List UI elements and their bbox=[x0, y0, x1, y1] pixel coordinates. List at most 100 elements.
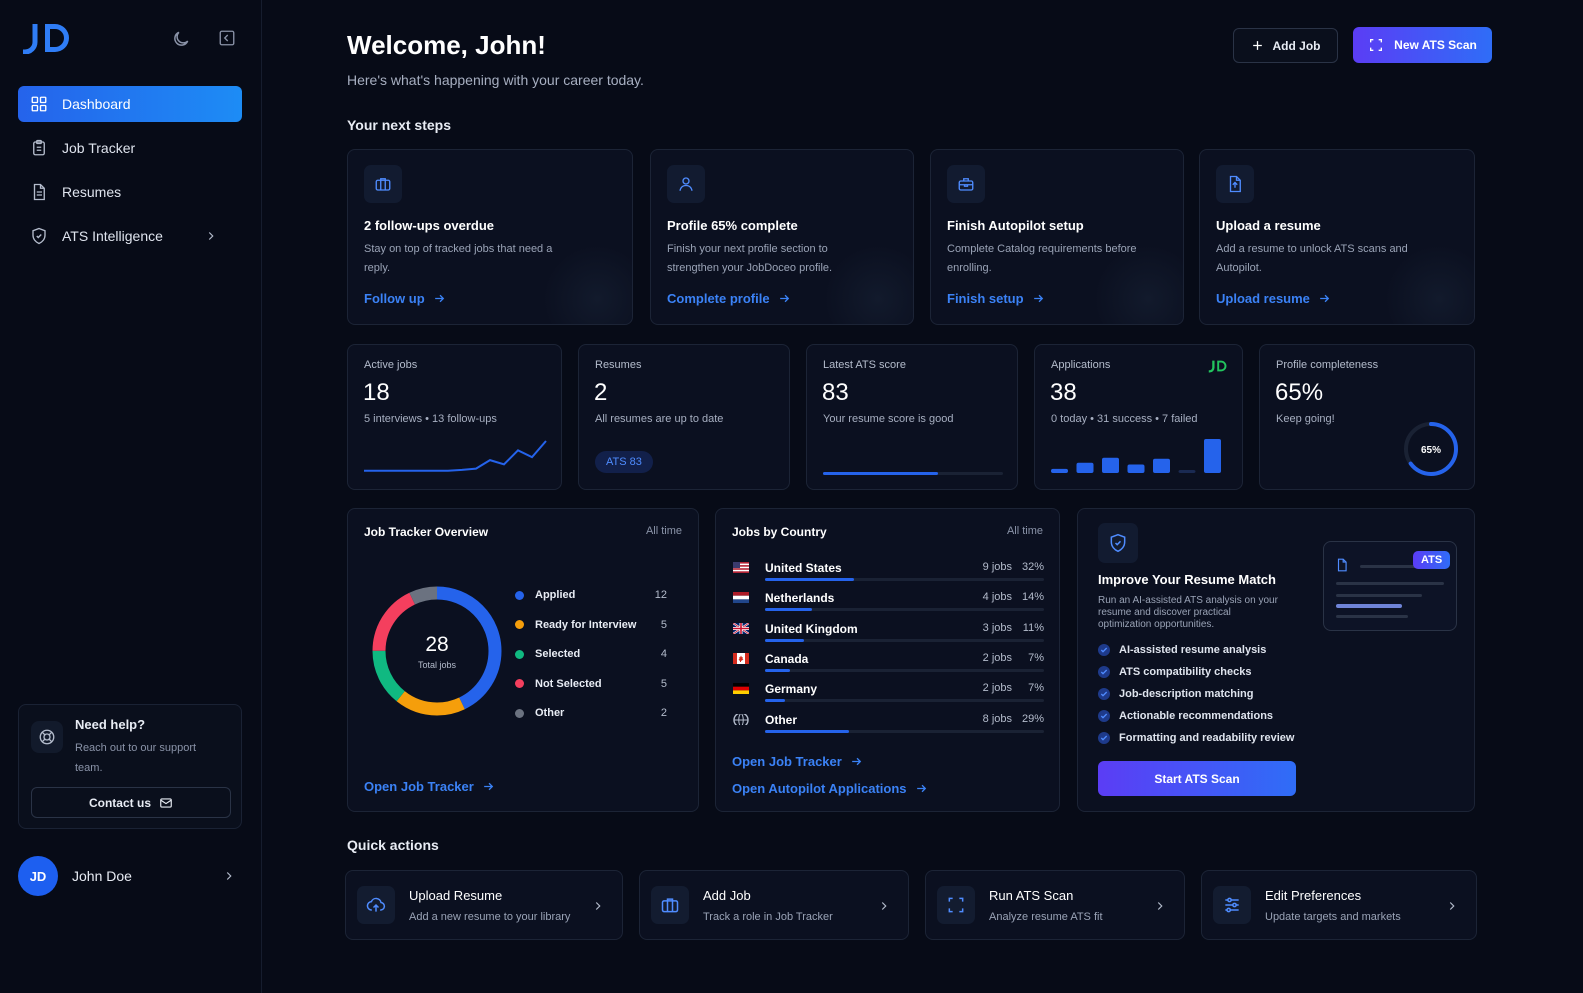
stat-card-resumes[interactable]: Resumes 2 All resumes are up to date ATS… bbox=[578, 344, 790, 490]
chevron-right-icon bbox=[208, 232, 214, 240]
check-icon bbox=[1098, 710, 1110, 722]
country-share-track bbox=[765, 638, 1044, 642]
country-job-count: 2 jobs bbox=[982, 682, 1012, 695]
stat-card-active-jobs[interactable]: Active jobs 18 5 interviews • 13 follow-… bbox=[347, 344, 562, 490]
sidebar-item-dashboard[interactable]: Dashboard bbox=[18, 86, 242, 122]
avatar: JD bbox=[18, 856, 58, 896]
sidebar-item-label: Dashboard bbox=[62, 96, 131, 112]
range-filter[interactable]: All time bbox=[645, 525, 682, 537]
quick-action-edit-preferences[interactable]: Edit Preferences Update targets and mark… bbox=[1201, 870, 1477, 940]
arrow-right-icon bbox=[1320, 294, 1330, 303]
country-share-bar bbox=[765, 608, 813, 612]
sidebar-item-job-tracker[interactable]: Job Tracker bbox=[18, 130, 242, 166]
quick-action-add-job[interactable]: Add Job Track a role in Job Tracker bbox=[639, 870, 909, 940]
stat-sub: Your resume score is good bbox=[823, 413, 954, 425]
start-ats-scan-button[interactable]: Start ATS Scan bbox=[1098, 761, 1296, 796]
trend-sparkline bbox=[364, 440, 547, 472]
help-card: Need help? Reach out to our support team… bbox=[18, 704, 242, 829]
ca-flag bbox=[733, 652, 749, 664]
add-job-button[interactable]: Add Job bbox=[1233, 28, 1338, 63]
arrow-right-icon bbox=[916, 784, 926, 793]
country-percent: 29% bbox=[1021, 712, 1044, 725]
page-subtitle: Here's what's happening with your career… bbox=[347, 72, 644, 88]
feature-label: Job-description matching bbox=[1119, 688, 1254, 700]
legend-value: 5 bbox=[660, 677, 667, 690]
sidebar-nav: Dashboard Job Tracker Resumes ATS Intell… bbox=[18, 86, 242, 262]
sidebar: Dashboard Job Tracker Resumes ATS Intell… bbox=[0, 0, 262, 993]
ats-badge: ATS 83 bbox=[595, 451, 653, 473]
next-steps-title: Your next steps bbox=[347, 117, 451, 133]
range-filter[interactable]: All time bbox=[1006, 525, 1043, 537]
donut-total-label: Total jobs bbox=[417, 660, 457, 670]
stat-label: Applications bbox=[1051, 359, 1111, 371]
step-title: 2 follow-ups overdue bbox=[364, 218, 495, 233]
step-text: Complete Catalog requirements before enro… bbox=[947, 243, 1137, 274]
country-percent: 11% bbox=[1022, 621, 1044, 634]
collapse-sidebar-icon[interactable] bbox=[218, 29, 236, 52]
finish-setup-link[interactable]: Finish setup bbox=[947, 291, 1045, 306]
ats-promo-title: Improve Your Resume Match bbox=[1098, 572, 1276, 587]
country-share-bar bbox=[765, 729, 849, 733]
check-icon bbox=[1098, 688, 1110, 700]
feature-item: Job-description matching bbox=[1098, 688, 1253, 700]
complete-profile-link[interactable]: Complete profile bbox=[667, 291, 791, 306]
stat-value: 38 bbox=[1050, 379, 1077, 406]
sidebar-item-ats-intelligence[interactable]: ATS Intelligence bbox=[18, 218, 242, 254]
country-share-bar bbox=[765, 638, 805, 642]
country-share-bar bbox=[765, 578, 855, 581]
stat-card-profile[interactable]: Profile completeness 65% Keep going! 65% bbox=[1259, 344, 1475, 490]
moon-icon[interactable] bbox=[171, 29, 191, 54]
donut-segment bbox=[372, 586, 502, 716]
country-percent: 14% bbox=[1021, 591, 1044, 604]
open-autopilot-applications-link[interactable]: Open Autopilot Applications bbox=[732, 781, 928, 796]
stat-sub: 5 interviews • 13 follow-ups bbox=[364, 413, 497, 425]
stat-label: Profile completeness bbox=[1276, 359, 1379, 371]
legend-label: Applied bbox=[535, 589, 576, 601]
ats-score-progress bbox=[823, 472, 939, 475]
shield-icon bbox=[1098, 523, 1138, 563]
follow-up-link[interactable]: Follow up bbox=[364, 291, 446, 306]
job-status-donut-chart bbox=[372, 586, 502, 716]
open-job-tracker-link[interactable]: Open Job Tracker bbox=[364, 779, 495, 794]
new-ats-scan-button[interactable]: New ATS Scan bbox=[1353, 27, 1492, 63]
legend-item: Selected 4 bbox=[515, 648, 667, 660]
globe-icon bbox=[733, 713, 749, 725]
stat-card-applications[interactable]: Applications 38 0 today • 31 success • 7… bbox=[1034, 344, 1243, 490]
file-upload-icon bbox=[1216, 165, 1254, 203]
ats-score-track bbox=[823, 472, 1003, 475]
legend-label: Not Selected bbox=[535, 677, 602, 690]
lifebuoy-icon bbox=[31, 721, 63, 753]
sidebar-item-resumes[interactable]: Resumes bbox=[18, 174, 242, 210]
arrow-right-icon bbox=[434, 294, 444, 303]
shield-icon bbox=[32, 227, 46, 245]
application-bar bbox=[1127, 464, 1145, 473]
application-bar bbox=[1051, 468, 1068, 473]
contact-us-button[interactable]: Contact us bbox=[31, 787, 231, 818]
quick-action-subtitle: Update targets and markets bbox=[1265, 911, 1401, 923]
country-row: Canada 2 jobs 7% bbox=[733, 652, 1044, 683]
ring-label: 65% bbox=[1421, 445, 1441, 456]
arrow-right-icon bbox=[779, 294, 789, 303]
stat-sub: Keep going! bbox=[1276, 413, 1335, 425]
chevron-right-icon bbox=[226, 872, 232, 880]
stat-value: 83 bbox=[822, 379, 849, 406]
country-row: Other 8 jobs 29% bbox=[733, 712, 1044, 744]
donut-segment bbox=[372, 586, 502, 716]
logo-icon[interactable] bbox=[21, 22, 73, 54]
user-menu[interactable]: JD John Doe bbox=[18, 856, 242, 896]
sliders-icon bbox=[1213, 886, 1251, 924]
upload-resume-link[interactable]: Upload resume bbox=[1216, 291, 1331, 306]
jobs-by-country-panel: Jobs by Country All time United States 9 … bbox=[715, 508, 1060, 812]
quick-action-run-ats-scan[interactable]: Run ATS Scan Analyze resume ATS fit bbox=[925, 870, 1185, 940]
donut-total: 28 bbox=[425, 633, 449, 656]
stat-value: 65% bbox=[1275, 379, 1324, 406]
ats-promo-panel: Improve Your Resume Match Run an AI-assi… bbox=[1077, 508, 1475, 812]
help-title: Need help? bbox=[75, 717, 146, 732]
toolbox-icon bbox=[947, 165, 985, 203]
stat-card-ats-score[interactable]: Latest ATS score 83 Your resume score is… bbox=[806, 344, 1018, 490]
open-job-tracker-link[interactable]: Open Job Tracker bbox=[732, 754, 863, 769]
legend-dot bbox=[515, 649, 524, 659]
quick-actions-title: Quick actions bbox=[347, 837, 439, 853]
quick-action-upload-resume[interactable]: Upload Resume Add a new resume to your l… bbox=[345, 870, 623, 940]
